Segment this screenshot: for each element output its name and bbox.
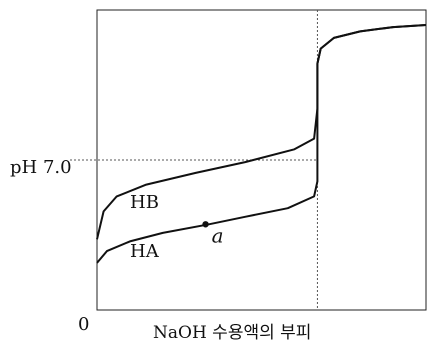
x-axis-label: NaOH 수용액의 부피 (153, 323, 311, 343)
series-layer (96, 24, 427, 264)
series-line-ha (96, 24, 427, 264)
plot-frame (96, 9, 427, 311)
origin-label: 0 (78, 314, 89, 335)
y-tick-label: pH 7.0 (10, 157, 72, 178)
series-label-hb: HB (130, 192, 159, 213)
point-a-label: a (212, 223, 224, 247)
point-a-marker (202, 221, 209, 228)
series-label-ha: HA (130, 241, 160, 262)
